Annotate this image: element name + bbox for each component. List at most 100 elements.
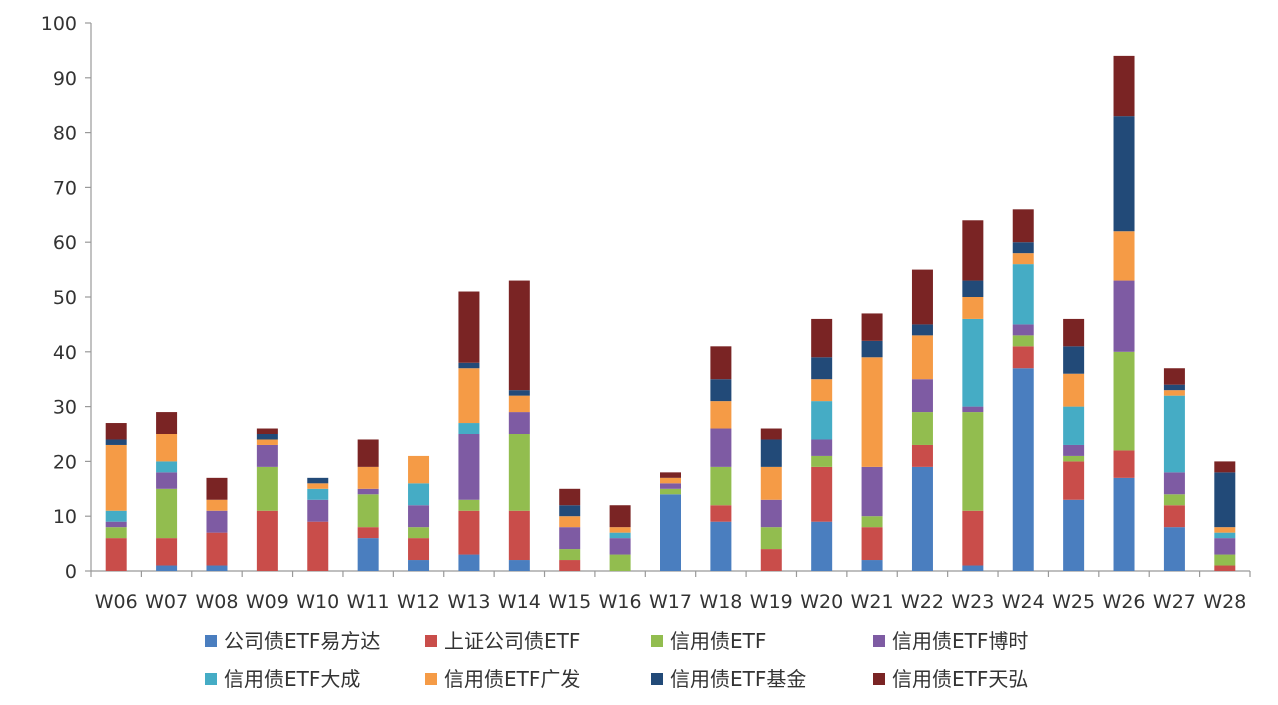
bar-segment — [357, 488, 379, 495]
bar-segment — [1214, 527, 1236, 533]
bar-segment — [660, 477, 681, 484]
x-tick-label: W10 — [296, 591, 339, 613]
bar-segment — [1214, 461, 1236, 473]
bar-segment — [609, 527, 631, 533]
bar-segment — [962, 565, 984, 571]
bar-segment — [105, 439, 127, 445]
bar-segment — [760, 499, 782, 528]
bar-segment — [357, 494, 379, 528]
bar-segment — [1214, 472, 1236, 528]
bar-segment — [710, 521, 732, 571]
x-tick-label: W25 — [1052, 591, 1095, 613]
bar-segment — [962, 406, 984, 413]
x-tick-label: W13 — [447, 591, 490, 613]
legend-swatch — [425, 673, 437, 685]
bar-segment — [1012, 335, 1034, 347]
bar-segment — [660, 494, 681, 571]
bar-segment — [559, 505, 581, 517]
bar-segment — [458, 362, 480, 369]
bar-segment — [861, 357, 883, 467]
bar-segment — [1163, 472, 1185, 495]
bar-segment — [256, 428, 278, 434]
bar-segment — [609, 532, 631, 539]
legend-label: 信用债ETF博时 — [892, 629, 1028, 653]
bar-segment — [559, 488, 581, 506]
legend-swatch — [873, 635, 885, 647]
bar-segment — [1163, 527, 1185, 571]
bar-segment — [307, 499, 329, 522]
y-tick-label: 70 — [53, 177, 77, 199]
x-tick-label: W23 — [951, 591, 994, 613]
x-tick-label: W26 — [1103, 591, 1146, 613]
bar-segment — [508, 395, 530, 413]
bar-segment — [458, 554, 480, 571]
bar-segment — [861, 466, 883, 517]
legend-swatch — [205, 635, 217, 647]
bar-segment — [609, 554, 631, 571]
bar-segment — [408, 483, 430, 506]
x-tick-label: W22 — [901, 591, 944, 613]
legend-item: 信用债ETF大成 — [205, 667, 360, 691]
bar-segment — [559, 516, 581, 528]
bar-segment — [156, 565, 178, 571]
bar-segment — [1214, 554, 1236, 566]
bar-segment — [508, 560, 530, 571]
x-tick-label: W09 — [246, 591, 289, 613]
bar-segment — [508, 434, 530, 511]
y-tick-label: 100 — [41, 13, 77, 35]
bar-segment — [1214, 565, 1236, 571]
legend-label: 信用债ETF广发 — [444, 667, 580, 691]
x-tick-label: W27 — [1153, 591, 1196, 613]
legend-label: 上证公司债ETF — [444, 629, 580, 653]
y-tick-label: 30 — [53, 397, 77, 419]
x-tick-label: W06 — [95, 591, 138, 613]
bar-segment — [408, 560, 430, 571]
bar-segment — [307, 483, 329, 489]
bar-segment — [911, 335, 933, 380]
bar-segment — [1063, 444, 1085, 456]
x-axis: W06 W07 W08 W09 W10 W11 W12 W13 W14 W15 W16 W17 W18 W… — [90, 570, 1251, 613]
bar-segment — [861, 527, 883, 561]
x-tick-label: W12 — [397, 591, 440, 613]
bar-segment — [1113, 450, 1135, 478]
bar-segment — [911, 269, 933, 325]
x-tick-label: W08 — [195, 591, 238, 613]
y-tick-label: 20 — [53, 451, 77, 473]
x-tick-label: W24 — [1002, 591, 1045, 613]
x-tick-label: W07 — [145, 591, 188, 613]
bar-segment — [1163, 494, 1185, 506]
bar-segment — [811, 379, 833, 402]
bar-segment — [458, 510, 480, 555]
bar-segment — [811, 466, 833, 522]
bar-segment — [206, 477, 228, 500]
legend-item: 信用债ETF博时 — [873, 629, 1028, 653]
bar-segment — [206, 565, 228, 571]
bar-segment — [357, 466, 379, 489]
x-tick-label: W14 — [498, 591, 541, 613]
bar-segment — [508, 280, 530, 391]
bar-segment — [1113, 231, 1135, 281]
bar-segment — [1113, 116, 1135, 232]
bar-segment — [710, 346, 732, 380]
bar-segment — [811, 401, 833, 440]
bar-segment — [1214, 532, 1236, 539]
bar-segment — [1214, 538, 1236, 555]
bar-segment — [105, 521, 127, 528]
bar-segment — [861, 340, 883, 358]
bar-segment — [508, 390, 530, 396]
bar-segment — [811, 521, 833, 571]
bar-segment — [760, 439, 782, 467]
bar-segment — [1163, 505, 1185, 528]
bar-segment — [1063, 373, 1085, 407]
bar-segment — [609, 505, 631, 528]
bar-segment — [962, 510, 984, 566]
x-tick-label: W28 — [1203, 591, 1246, 613]
legend-label: 信用债ETF — [670, 629, 766, 653]
bar-segment — [256, 444, 278, 467]
legend-swatch — [651, 635, 663, 647]
bar-segment — [1063, 346, 1085, 374]
bar-segment — [1113, 477, 1135, 571]
legend-item: 上证公司债ETF — [425, 629, 580, 653]
bar-segment — [962, 280, 984, 297]
